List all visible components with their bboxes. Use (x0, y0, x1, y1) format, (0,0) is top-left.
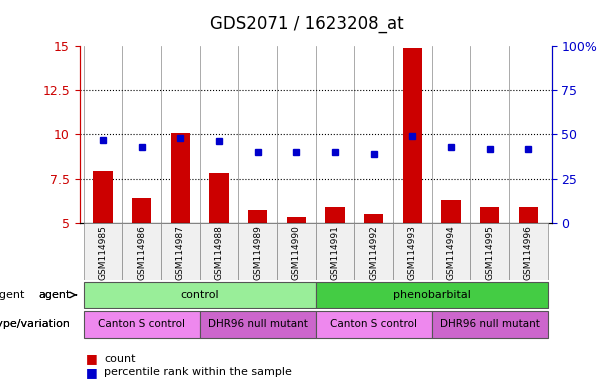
FancyBboxPatch shape (509, 223, 548, 280)
Text: agent: agent (38, 290, 70, 300)
Text: DHR96 null mutant: DHR96 null mutant (208, 319, 308, 329)
Text: GSM114992: GSM114992 (369, 225, 378, 280)
Bar (441, 200, 461, 223)
Text: count: count (104, 354, 135, 364)
Bar (519, 207, 538, 223)
Text: control: control (180, 290, 219, 300)
Text: GSM114989: GSM114989 (253, 225, 262, 280)
Bar (364, 214, 383, 223)
Text: genotype/variation: genotype/variation (0, 319, 70, 329)
FancyBboxPatch shape (83, 282, 316, 308)
Text: percentile rank within the sample: percentile rank within the sample (104, 367, 292, 377)
Bar (170, 132, 190, 223)
Bar (93, 172, 113, 223)
Text: GSM114993: GSM114993 (408, 225, 417, 280)
Text: GSM114986: GSM114986 (137, 225, 146, 280)
FancyBboxPatch shape (470, 223, 509, 280)
FancyBboxPatch shape (200, 311, 316, 338)
Text: GSM114994: GSM114994 (447, 225, 455, 280)
FancyBboxPatch shape (316, 311, 432, 338)
Text: DHR96 null mutant: DHR96 null mutant (440, 319, 539, 329)
FancyBboxPatch shape (161, 223, 200, 280)
FancyBboxPatch shape (316, 223, 354, 280)
Bar (209, 173, 229, 223)
Text: agent: agent (38, 290, 70, 300)
FancyBboxPatch shape (200, 223, 238, 280)
FancyBboxPatch shape (277, 223, 316, 280)
Text: Canton S control: Canton S control (98, 319, 185, 329)
Bar (403, 48, 422, 223)
Text: GDS2071 / 1623208_at: GDS2071 / 1623208_at (210, 15, 403, 33)
Bar (326, 207, 345, 223)
Text: GSM114995: GSM114995 (485, 225, 494, 280)
Text: GSM114990: GSM114990 (292, 225, 301, 280)
FancyBboxPatch shape (83, 311, 200, 338)
FancyBboxPatch shape (83, 223, 122, 280)
Text: ■: ■ (86, 353, 97, 366)
Text: ■: ■ (86, 366, 97, 379)
FancyBboxPatch shape (432, 311, 548, 338)
Text: GSM114985: GSM114985 (99, 225, 107, 280)
Text: GSM114988: GSM114988 (215, 225, 224, 280)
Text: Canton S control: Canton S control (330, 319, 417, 329)
Bar (287, 217, 306, 223)
Text: GSM114987: GSM114987 (176, 225, 185, 280)
Text: GSM114991: GSM114991 (330, 225, 340, 280)
Text: agent: agent (0, 290, 25, 300)
FancyBboxPatch shape (238, 223, 277, 280)
Bar (480, 207, 500, 223)
Text: GSM114996: GSM114996 (524, 225, 533, 280)
Text: genotype/variation: genotype/variation (0, 319, 70, 329)
FancyBboxPatch shape (432, 223, 470, 280)
FancyBboxPatch shape (354, 223, 393, 280)
Bar (132, 198, 151, 223)
FancyBboxPatch shape (122, 223, 161, 280)
FancyBboxPatch shape (316, 282, 548, 308)
Bar (248, 210, 267, 223)
Text: phenobarbital: phenobarbital (393, 290, 471, 300)
FancyBboxPatch shape (393, 223, 432, 280)
